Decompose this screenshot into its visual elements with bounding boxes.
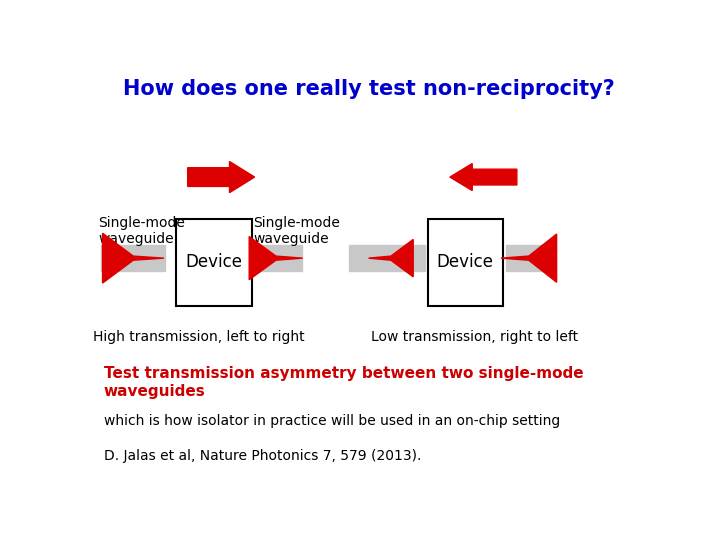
- Text: Test transmission asymmetry between two single-mode
waveguides: Test transmission asymmetry between two …: [104, 366, 584, 399]
- Bar: [176, 219, 252, 306]
- Text: which is how isolator in practice will be used in an on-chip setting: which is how isolator in practice will b…: [104, 414, 560, 428]
- Bar: [101, 245, 166, 272]
- Text: Device: Device: [186, 253, 243, 271]
- Bar: [505, 245, 547, 272]
- Polygon shape: [369, 239, 413, 277]
- Bar: [428, 219, 503, 306]
- Text: Single-mode
waveguide: Single-mode waveguide: [253, 216, 341, 246]
- Bar: [255, 245, 302, 272]
- Polygon shape: [249, 237, 302, 280]
- Text: Single-mode
waveguide: Single-mode waveguide: [99, 216, 185, 246]
- FancyArrow shape: [450, 164, 517, 191]
- Polygon shape: [102, 233, 164, 283]
- Text: Device: Device: [437, 253, 494, 271]
- Text: Low transmission, right to left: Low transmission, right to left: [372, 330, 579, 344]
- Text: How does one really test non-reciprocity?: How does one really test non-reciprocity…: [123, 79, 615, 99]
- Text: High transmission, left to right: High transmission, left to right: [93, 330, 305, 344]
- FancyArrow shape: [188, 161, 255, 193]
- Bar: [349, 245, 425, 272]
- Polygon shape: [501, 234, 557, 282]
- Text: D. Jalas et al, Nature Photonics 7, 579 (2013).: D. Jalas et al, Nature Photonics 7, 579 …: [104, 449, 421, 463]
